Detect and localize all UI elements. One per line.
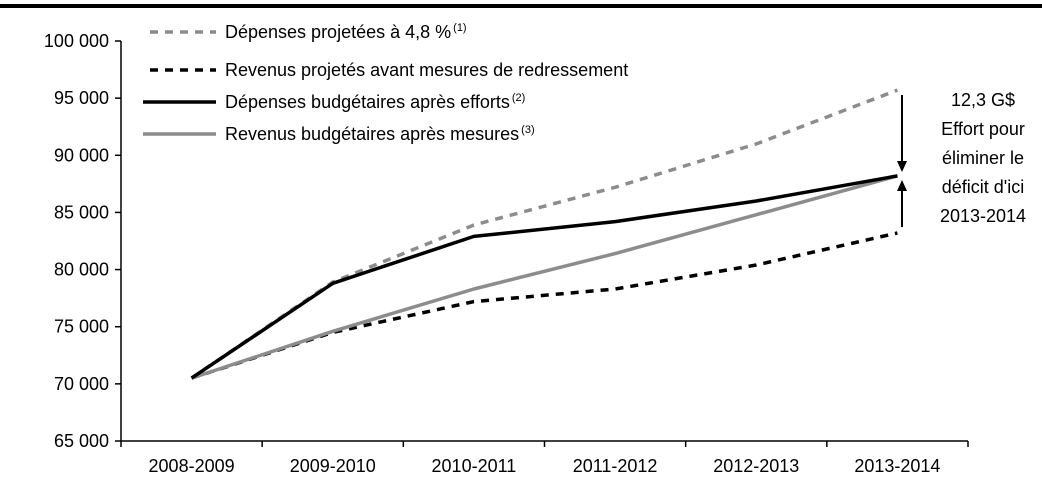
y-tick-label: 75 000 bbox=[54, 317, 109, 337]
annotation-line: déficit d'ici bbox=[942, 177, 1024, 197]
annotation-line: 2013-2014 bbox=[940, 206, 1026, 226]
y-tick-label: 100 000 bbox=[44, 31, 109, 51]
x-tick-label: 2008-2009 bbox=[149, 456, 235, 476]
y-tick-label: 90 000 bbox=[54, 145, 109, 165]
y-tick-label: 70 000 bbox=[54, 374, 109, 394]
legend-label: Dépenses projetées à 4,8 % (1) bbox=[225, 22, 467, 42]
legend-label: Dépenses budgétaires après efforts (2) bbox=[225, 92, 525, 112]
x-tick-label: 2013-2014 bbox=[854, 456, 940, 476]
y-tick-label: 65 000 bbox=[54, 431, 109, 451]
x-tick-label: 2012-2013 bbox=[713, 456, 799, 476]
annotation: 12,3 G$ Effort pour éliminer le déficit d'i… bbox=[897, 90, 1026, 227]
x-tick-label: 2010-2011 bbox=[432, 456, 517, 476]
annotation-line: 12,3 G$ bbox=[951, 90, 1015, 110]
series-line-3 bbox=[190, 174, 898, 380]
arrow-up-head bbox=[897, 180, 907, 191]
series-line-4 bbox=[191, 174, 898, 380]
annotation-line: éliminer le bbox=[942, 148, 1024, 168]
y-tick-label: 80 000 bbox=[54, 260, 109, 280]
annotation-line: Effort pour bbox=[941, 119, 1025, 139]
series-layer bbox=[190, 88, 899, 380]
x-tick-label: 2011-2012 bbox=[573, 456, 658, 476]
legend-label: Revenus budgétaires après mesures (3) bbox=[225, 124, 535, 144]
legend-label: Revenus projetés avant mesures de redres… bbox=[225, 60, 628, 80]
axes: 100 000 95 000 90 000 85 000 80 000 75 000 70 … bbox=[44, 31, 969, 476]
arrow-down-head bbox=[897, 161, 907, 172]
x-tick-label: 2009-2010 bbox=[290, 456, 376, 476]
y-tick-label: 95 000 bbox=[54, 88, 109, 108]
legend: Dépenses projetées à 4,8 % (1) Revenus pro… bbox=[143, 22, 628, 144]
y-tick-label: 85 000 bbox=[54, 202, 109, 222]
